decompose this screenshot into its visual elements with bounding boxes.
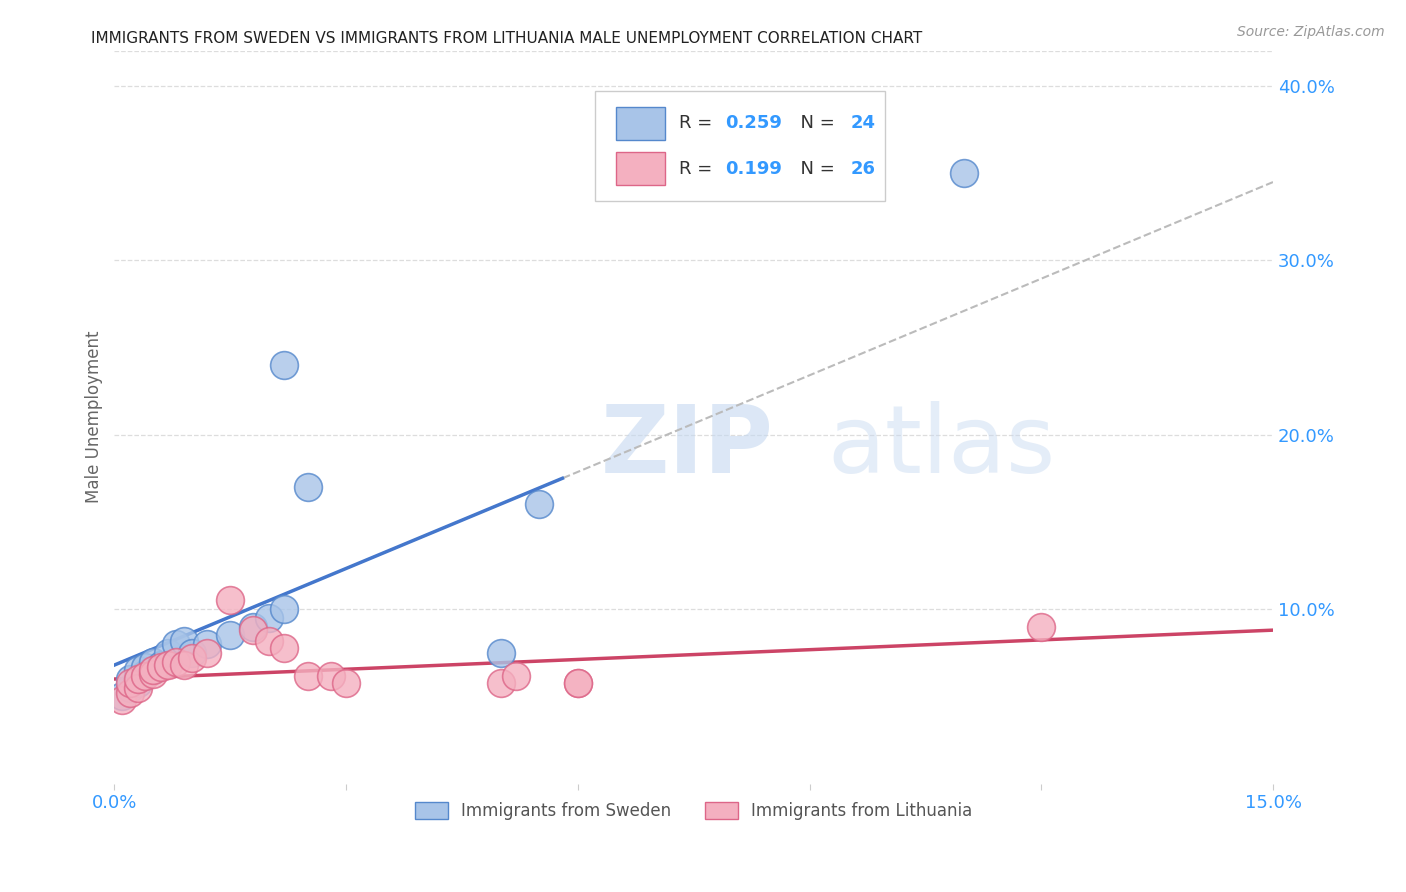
Point — [529, 498, 551, 512]
Text: atlas: atlas — [827, 401, 1056, 492]
Point — [273, 358, 295, 372]
Point — [118, 672, 141, 686]
Point — [118, 675, 141, 690]
Point — [149, 658, 172, 673]
Point — [219, 628, 242, 642]
Point — [118, 681, 141, 695]
Point — [335, 675, 357, 690]
Point — [195, 637, 218, 651]
Text: 24: 24 — [851, 114, 875, 132]
Text: R =: R = — [679, 114, 717, 132]
Point — [180, 651, 202, 665]
Point — [242, 623, 264, 637]
Point — [149, 660, 172, 674]
Text: N =: N = — [789, 114, 841, 132]
Point — [180, 646, 202, 660]
Point — [142, 663, 165, 677]
Legend: Immigrants from Sweden, Immigrants from Lithuania: Immigrants from Sweden, Immigrants from … — [408, 795, 980, 827]
FancyBboxPatch shape — [616, 107, 665, 140]
Point — [505, 668, 527, 682]
Point — [134, 660, 156, 674]
Point — [297, 480, 319, 494]
FancyBboxPatch shape — [595, 91, 884, 201]
Point — [127, 663, 149, 677]
Point — [257, 633, 280, 648]
Point — [953, 166, 976, 180]
Point — [142, 666, 165, 681]
FancyBboxPatch shape — [616, 152, 665, 185]
Point — [134, 666, 156, 681]
Point — [242, 620, 264, 634]
Point — [297, 668, 319, 682]
Text: 26: 26 — [851, 160, 875, 178]
Point — [273, 602, 295, 616]
Point — [157, 658, 180, 673]
Point — [489, 675, 512, 690]
Point — [219, 593, 242, 607]
Y-axis label: Male Unemployment: Male Unemployment — [86, 331, 103, 503]
Point — [165, 637, 187, 651]
Text: Source: ZipAtlas.com: Source: ZipAtlas.com — [1237, 25, 1385, 39]
Point — [142, 663, 165, 677]
Point — [567, 675, 589, 690]
Point — [1031, 620, 1053, 634]
Point — [195, 646, 218, 660]
Point — [165, 655, 187, 669]
Point — [127, 675, 149, 690]
Point — [111, 693, 134, 707]
Point — [127, 681, 149, 695]
Point — [118, 686, 141, 700]
Text: 0.259: 0.259 — [725, 114, 782, 132]
Point — [127, 672, 149, 686]
Point — [173, 633, 195, 648]
Point — [134, 668, 156, 682]
Point — [567, 675, 589, 690]
Point — [173, 658, 195, 673]
Point — [273, 640, 295, 655]
Point — [319, 668, 342, 682]
Text: R =: R = — [679, 160, 717, 178]
Text: ZIP: ZIP — [600, 401, 773, 492]
Point — [257, 611, 280, 625]
Point — [157, 646, 180, 660]
Text: N =: N = — [789, 160, 841, 178]
Point — [111, 690, 134, 704]
Point — [142, 655, 165, 669]
Text: 0.199: 0.199 — [725, 160, 782, 178]
Text: IMMIGRANTS FROM SWEDEN VS IMMIGRANTS FROM LITHUANIA MALE UNEMPLOYMENT CORRELATIO: IMMIGRANTS FROM SWEDEN VS IMMIGRANTS FRO… — [91, 31, 922, 46]
Point — [489, 646, 512, 660]
